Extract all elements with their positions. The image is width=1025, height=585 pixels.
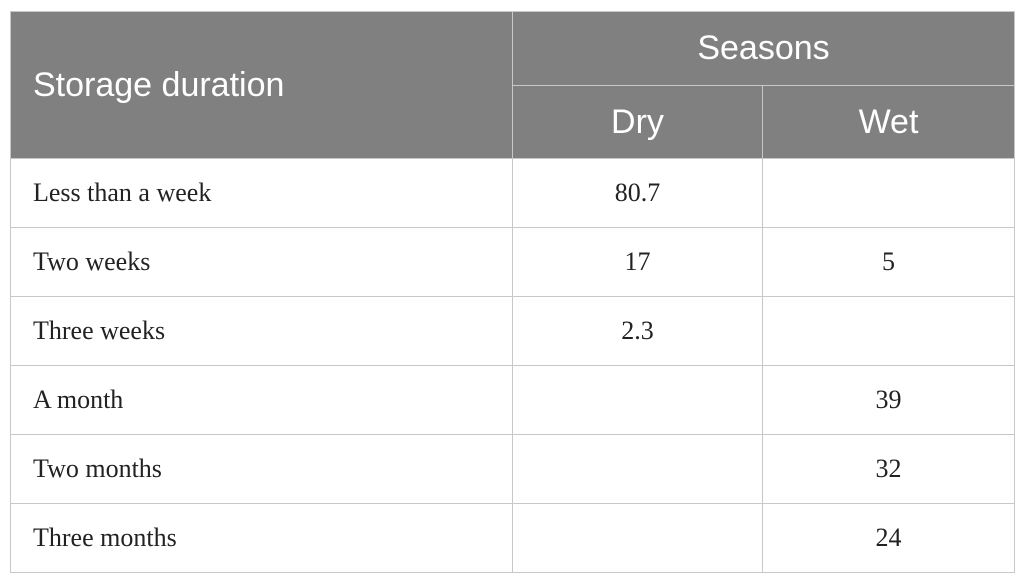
dry-value: 2.3	[512, 296, 763, 366]
table-row: Three months 24	[10, 503, 1016, 573]
wet-value: 39	[761, 365, 1016, 435]
dry-column-header: Dry	[512, 85, 763, 159]
wet-value: 5	[761, 227, 1016, 297]
storage-duration-table: Storage duration Seasons Dry Wet Less th…	[10, 11, 1016, 573]
dry-value: 80.7	[512, 158, 763, 228]
row-label: Two weeks	[10, 227, 513, 297]
row-label: A month	[10, 365, 513, 435]
table-row: Less than a week 80.7	[10, 158, 1016, 228]
table-row: Two weeks 17 5	[10, 227, 1016, 297]
row-label: Three months	[10, 503, 513, 573]
wet-column-header: Wet	[761, 85, 1016, 159]
row-label: Two months	[10, 434, 513, 504]
dry-value: 17	[512, 227, 763, 297]
table-body: Less than a week 80.7 Two weeks 17 5 Thr…	[10, 158, 1016, 573]
table-header: Storage duration Seasons Dry Wet	[10, 11, 1016, 159]
table-row: Two months 32	[10, 434, 1016, 504]
seasons-group-header: Seasons	[511, 11, 1016, 86]
header-row-1: Storage duration Seasons	[10, 11, 1016, 159]
wet-value: 32	[761, 434, 1016, 504]
storage-duration-table-container: Storage duration Seasons Dry Wet Less th…	[10, 11, 1016, 573]
table-row: A month 39	[10, 365, 1016, 435]
dry-value	[512, 503, 763, 573]
wet-value	[761, 296, 1016, 366]
wet-value	[761, 158, 1016, 228]
dry-value	[512, 365, 763, 435]
row-label: Three weeks	[10, 296, 513, 366]
row-label: Less than a week	[10, 158, 513, 228]
table-row: Three weeks 2.3	[10, 296, 1016, 366]
wet-value: 24	[761, 503, 1016, 573]
row-label-header: Storage duration	[10, 11, 513, 159]
dry-value	[512, 434, 763, 504]
header-row-2: Dry Wet	[11, 85, 1016, 159]
